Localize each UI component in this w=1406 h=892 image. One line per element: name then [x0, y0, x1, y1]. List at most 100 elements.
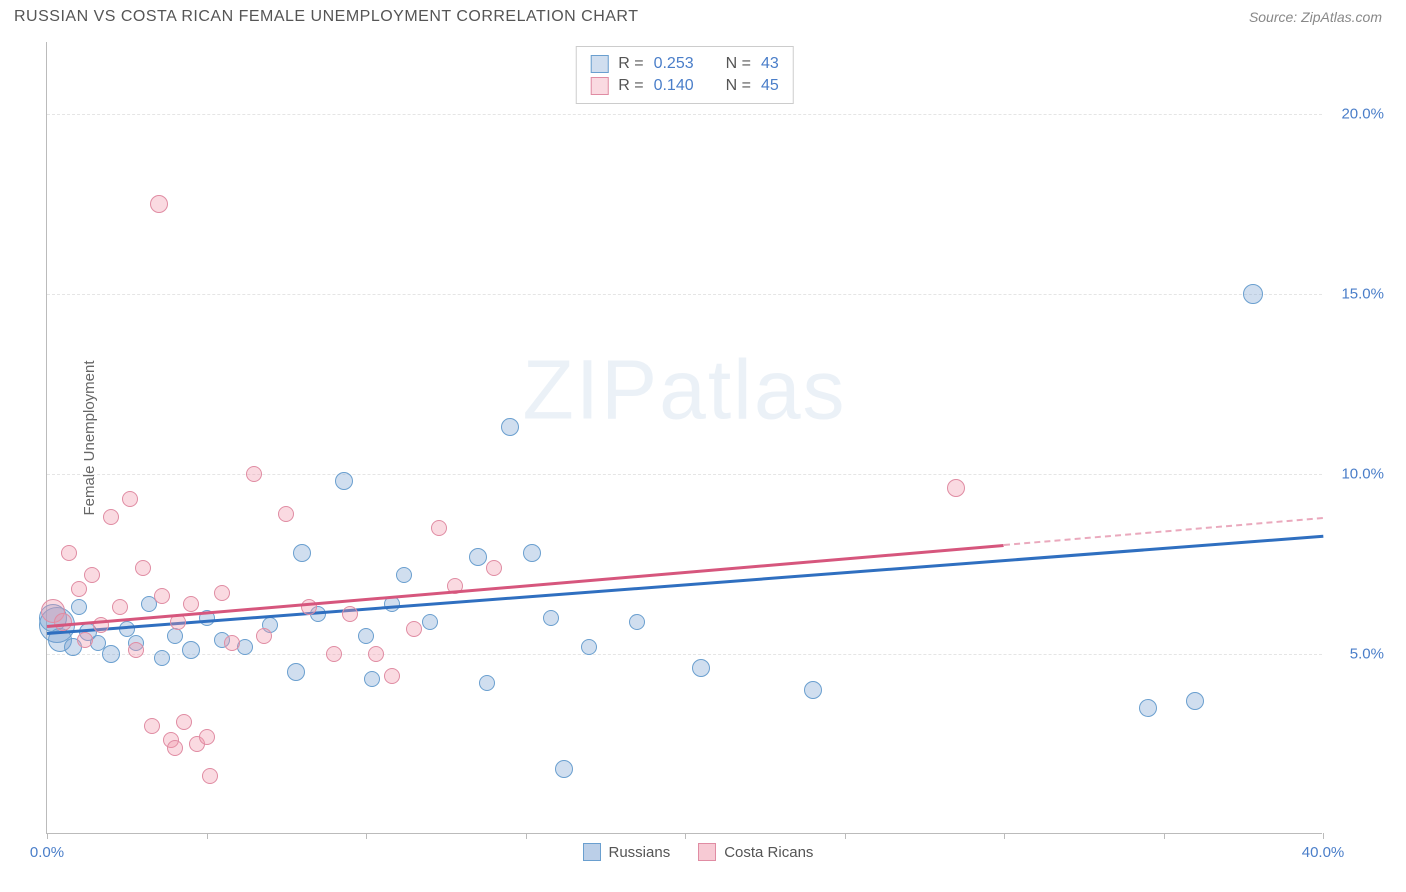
scatter-point: [947, 479, 965, 497]
x-tick-label: 40.0%: [1302, 844, 1345, 861]
scatter-point: [431, 520, 447, 536]
watermark: ZIPatlas: [522, 342, 846, 439]
legend-series: Russians Costa Ricans: [583, 843, 814, 861]
scatter-point: [278, 506, 294, 522]
x-tick: [1004, 833, 1005, 839]
scatter-point: [804, 681, 822, 699]
scatter-point: [112, 599, 128, 615]
scatter-point: [287, 663, 305, 681]
legend-r-label: R =: [618, 55, 643, 73]
legend-label: Costa Ricans: [724, 844, 813, 861]
scatter-point: [246, 466, 262, 482]
scatter-point: [368, 646, 384, 662]
legend-row: R = 0.140 N = 45: [590, 75, 779, 97]
scatter-point: [396, 567, 412, 583]
scatter-point: [167, 740, 183, 756]
y-tick-label: 5.0%: [1350, 646, 1384, 663]
scatter-point: [543, 610, 559, 626]
scatter-point: [144, 718, 160, 734]
legend-correlation: R = 0.253 N = 43 R = 0.140 N = 45: [575, 46, 794, 104]
scatter-point: [1243, 284, 1263, 304]
legend-n-value: 45: [761, 77, 779, 95]
legend-swatch: [583, 843, 601, 861]
scatter-point: [1186, 692, 1204, 710]
scatter-point: [384, 668, 400, 684]
scatter-point: [469, 548, 487, 566]
y-tick-label: 20.0%: [1341, 106, 1384, 123]
x-tick: [845, 833, 846, 839]
legend-swatch: [698, 843, 716, 861]
gridline: [47, 114, 1322, 115]
legend-n-value: 43: [761, 55, 779, 73]
scatter-point: [128, 642, 144, 658]
gridline: [47, 294, 1322, 295]
scatter-point: [154, 588, 170, 604]
chart-container: Female Unemployment ZIPatlas R =0.253N =…: [46, 42, 1362, 834]
x-tick: [1323, 833, 1324, 839]
scatter-point: [1139, 699, 1157, 717]
scatter-point: [214, 585, 230, 601]
scatter-point: [555, 760, 573, 778]
scatter-point: [176, 714, 192, 730]
watermark-text: ZIPatlas: [522, 343, 846, 437]
x-tick: [366, 833, 367, 839]
y-tick-label: 10.0%: [1341, 466, 1384, 483]
scatter-point: [182, 641, 200, 659]
scatter-point: [71, 581, 87, 597]
legend-item: Russians: [583, 843, 671, 861]
legend-item: Costa Ricans: [698, 843, 813, 861]
legend-row: R = 0.253 N = 43: [590, 53, 779, 75]
legend-r-value: 0.253: [654, 55, 694, 73]
scatter-point: [629, 614, 645, 630]
scatter-point: [77, 632, 93, 648]
scatter-point: [256, 628, 272, 644]
x-tick: [47, 833, 48, 839]
scatter-point: [183, 596, 199, 612]
scatter-point: [71, 599, 87, 615]
scatter-point: [479, 675, 495, 691]
scatter-point: [422, 614, 438, 630]
trend-line: [47, 535, 1323, 635]
scatter-point: [486, 560, 502, 576]
scatter-point: [523, 544, 541, 562]
scatter-point: [342, 606, 358, 622]
legend-r-label: R =: [618, 77, 643, 95]
scatter-point: [102, 645, 120, 663]
scatter-point: [202, 768, 218, 784]
plot-area: ZIPatlas R =0.253N =43R =0.140N =45 Russ…: [46, 42, 1322, 834]
x-tick: [526, 833, 527, 839]
scatter-point: [406, 621, 422, 637]
scatter-point: [167, 628, 183, 644]
scatter-point: [54, 613, 72, 631]
legend-n-label: N =: [726, 77, 751, 95]
y-tick-label: 15.0%: [1341, 286, 1384, 303]
scatter-point: [364, 671, 380, 687]
legend-swatch: [590, 77, 608, 95]
trend-line-dashed: [1004, 517, 1323, 546]
gridline: [47, 474, 1322, 475]
x-tick: [207, 833, 208, 839]
scatter-point: [103, 509, 119, 525]
x-tick-label: 0.0%: [30, 844, 64, 861]
legend-n-label: N =: [726, 55, 751, 73]
scatter-point: [154, 650, 170, 666]
chart-title: RUSSIAN VS COSTA RICAN FEMALE UNEMPLOYME…: [14, 8, 638, 26]
scatter-point: [61, 545, 77, 561]
scatter-point: [501, 418, 519, 436]
scatter-point: [199, 729, 215, 745]
scatter-point: [692, 659, 710, 677]
scatter-point: [293, 544, 311, 562]
scatter-point: [224, 635, 240, 651]
x-tick: [685, 833, 686, 839]
legend-swatch: [590, 55, 608, 73]
scatter-point: [581, 639, 597, 655]
gridline: [47, 654, 1322, 655]
legend-label: Russians: [609, 844, 671, 861]
legend-r-value: 0.140: [654, 77, 694, 95]
x-tick: [1164, 833, 1165, 839]
scatter-point: [84, 567, 100, 583]
scatter-point: [150, 195, 168, 213]
scatter-point: [122, 491, 138, 507]
scatter-point: [358, 628, 374, 644]
scatter-point: [335, 472, 353, 490]
